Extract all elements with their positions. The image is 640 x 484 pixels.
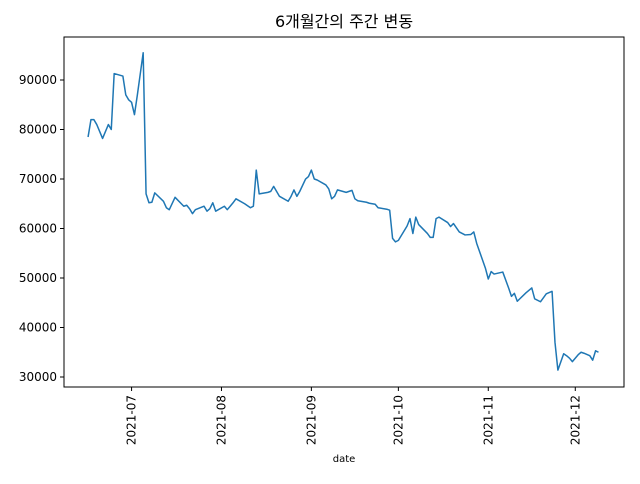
y-tick-label: 40000 (19, 321, 57, 335)
x-tick-label: 2021-09 (304, 395, 318, 445)
chart-title: 6개월간의 주간 변동 (275, 12, 413, 31)
x-tick-label: 2021-08 (214, 395, 228, 445)
y-tick-label: 30000 (19, 370, 57, 384)
y-tick-label: 60000 (19, 222, 57, 236)
x-tick-label: 2021-07 (125, 395, 139, 445)
x-axis-label: date (333, 454, 356, 465)
x-tick-label: 2021-10 (391, 395, 405, 445)
plot-frame (63, 36, 625, 388)
data-line (87, 52, 599, 371)
y-tick-label: 50000 (19, 271, 57, 285)
x-tick-label: 2021-11 (481, 395, 495, 445)
y-tick-label: 90000 (19, 73, 57, 87)
y-tick-label: 70000 (19, 172, 57, 186)
y-tick-label: 80000 (19, 123, 57, 137)
x-tick-label: 2021-12 (568, 395, 582, 445)
